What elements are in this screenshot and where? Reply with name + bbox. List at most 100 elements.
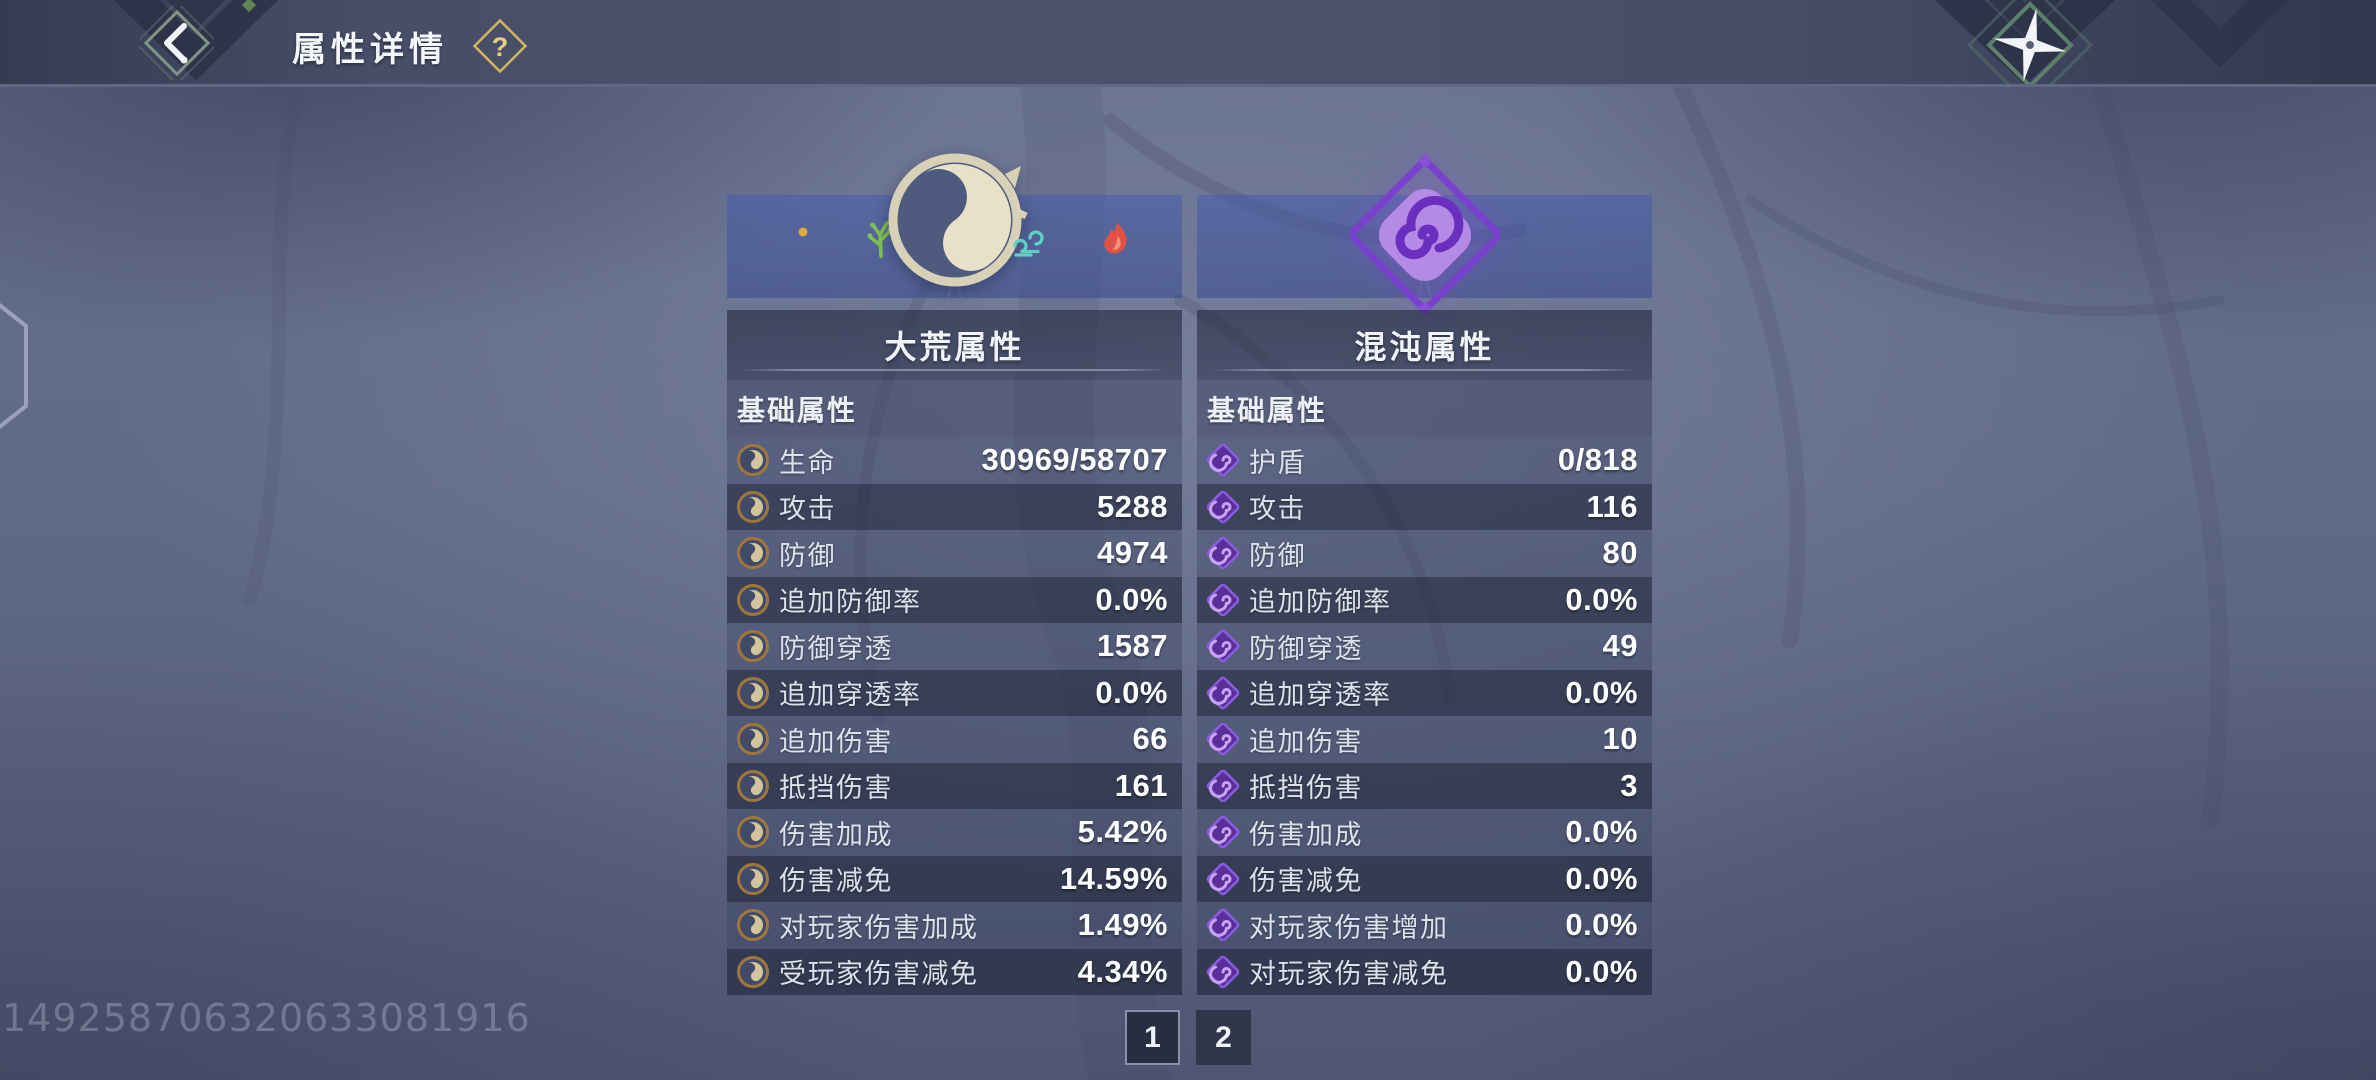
close-button[interactable] <box>1962 0 2098 87</box>
stat-row: 防御穿透 1587 <box>727 623 1182 670</box>
wild-stat-icon <box>737 630 769 663</box>
back-button[interactable] <box>140 6 214 80</box>
stat-value: 66 <box>1132 721 1168 757</box>
wild-stat-icon <box>737 723 769 756</box>
stat-row: 攻击 5288 <box>727 483 1182 530</box>
stat-value: 0.0% <box>1095 581 1168 617</box>
stat-row: 对玩家伤害减免 0.0% <box>1197 948 1652 995</box>
stat-label: 追加伤害 <box>779 726 893 757</box>
stat-label: 对玩家伤害增加 <box>1249 912 1449 943</box>
page-button-2[interactable]: 2 <box>1196 1010 1251 1065</box>
stat-value: 0.0% <box>1565 581 1638 617</box>
section-label: 基础属性 <box>1207 394 1328 426</box>
wild-stat-icon <box>737 769 769 802</box>
stat-row: 受玩家伤害减免 4.34% <box>727 948 1182 995</box>
chaos-stat-rows: 护盾 0/818 攻击 116 防御 80 追加防御率 0.0% 防御穿透 49… <box>1197 437 1652 995</box>
chaos-title-box: 混沌属性 <box>1197 310 1652 380</box>
wild-stat-icon <box>737 862 769 895</box>
wild-stat-icon <box>737 490 769 523</box>
stat-label: 防御 <box>1249 540 1306 571</box>
stat-value: 5.42% <box>1077 814 1168 850</box>
stat-label: 抵挡伤害 <box>779 773 893 804</box>
chaos-spiral-icon <box>1348 153 1501 317</box>
stat-label: 受玩家伤害减免 <box>779 959 979 990</box>
stat-label: 对玩家伤害减免 <box>1249 959 1449 990</box>
wild-stat-icon <box>737 955 769 988</box>
stat-row: 追加防御率 0.0% <box>1197 576 1652 623</box>
wild-stat-icon <box>737 444 769 477</box>
stat-value: 0.0% <box>1565 814 1638 850</box>
stat-row: 伤害加成 0.0% <box>1197 809 1652 856</box>
wild-title-box: 大荒属性 <box>727 310 1182 380</box>
stat-row: 防御 4974 <box>727 530 1182 577</box>
stat-row: 生命 30969/58707 <box>727 437 1182 484</box>
page-button-1[interactable]: 1 <box>1125 1010 1180 1065</box>
chevron-pattern-right <box>1934 0 2290 84</box>
chaos-stat-icon <box>1205 953 1241 990</box>
chaos-stat-icon <box>1205 721 1241 758</box>
stat-value: 116 <box>1586 488 1638 524</box>
stat-label: 攻击 <box>1249 494 1306 525</box>
chaos-stat-icon <box>1205 535 1241 572</box>
stat-label: 护盾 <box>1249 447 1306 478</box>
page-title: 属性详情 <box>292 31 448 69</box>
wild-stat-icon <box>737 583 769 616</box>
stat-row: 伤害减免 0.0% <box>1197 855 1652 902</box>
stat-row: 防御 80 <box>1197 530 1652 577</box>
stat-row: 追加伤害 66 <box>727 716 1182 763</box>
stat-value: 4974 <box>1097 535 1168 571</box>
stat-value: 3 <box>1620 767 1638 803</box>
pager: 1 2 <box>0 1010 2376 1065</box>
stat-label: 伤害减免 <box>779 866 893 897</box>
stat-row: 追加伤害 10 <box>1197 716 1652 763</box>
stat-value: 10 <box>1602 721 1638 757</box>
stat-row: 伤害加成 5.42% <box>727 809 1182 856</box>
wild-stat-icon <box>737 676 769 709</box>
stat-label: 防御 <box>779 540 836 571</box>
chaos-stat-icon <box>1205 674 1241 711</box>
wild-stat-icon <box>737 909 769 942</box>
wind-icon <box>1013 230 1044 257</box>
stat-row: 追加防御率 0.0% <box>727 576 1182 623</box>
stat-value: 80 <box>1602 535 1638 571</box>
stat-value: 30969/58707 <box>981 442 1168 478</box>
stat-label: 对玩家伤害加成 <box>779 912 979 943</box>
stat-label: 防御穿透 <box>1249 633 1363 664</box>
wild-attributes-panel: 大荒属性 基础属性 生命 30969/58707 攻击 5288 防御 4974… <box>727 153 1182 1000</box>
stat-label: 伤害减免 <box>1249 866 1363 897</box>
top-bar: 属性详情 ? <box>0 0 2376 87</box>
stat-label: 攻击 <box>779 494 836 525</box>
stat-row: 抵挡伤害 3 <box>1197 762 1652 809</box>
back-arrow-icon <box>164 23 188 64</box>
stat-row: 抵挡伤害 161 <box>727 762 1182 809</box>
stat-row: 防御穿透 49 <box>1197 623 1652 670</box>
help-button[interactable]: ? <box>472 18 528 74</box>
chaos-stat-icon <box>1205 581 1241 618</box>
stat-row: 攻击 116 <box>1197 483 1652 530</box>
stat-row: 伤害减免 14.59% <box>727 855 1182 902</box>
stat-value: 5288 <box>1097 488 1168 524</box>
stat-label: 追加伤害 <box>1249 726 1363 757</box>
stat-value: 161 <box>1114 767 1168 803</box>
chaos-attributes-panel: 混沌属性 基础属性 护盾 0/818 攻击 116 防御 80 追加防御率 0.… <box>1197 153 1652 1000</box>
stat-value: 1.49% <box>1077 907 1168 943</box>
section-label: 基础属性 <box>737 394 858 426</box>
stat-value: 0.0% <box>1565 674 1638 710</box>
chaos-stat-icon <box>1205 767 1241 804</box>
stat-label: 伤害加成 <box>1249 819 1363 850</box>
edge-hex-bracket <box>0 302 28 430</box>
fire-icon <box>1104 222 1127 254</box>
stat-label: 追加穿透率 <box>779 680 922 711</box>
panel-title: 混沌属性 <box>1354 329 1495 365</box>
stat-row: 对玩家伤害增加 0.0% <box>1197 902 1652 949</box>
question-mark-icon: ? <box>492 32 509 62</box>
wild-stat-icon <box>737 816 769 849</box>
stat-value: 14.59% <box>1059 860 1168 896</box>
wild-stat-rows: 生命 30969/58707 攻击 5288 防御 4974 追加防御率 0.0… <box>727 437 1182 995</box>
stat-row: 追加穿透率 0.0% <box>1197 669 1652 716</box>
chevron-pattern-left <box>113 0 279 81</box>
chaos-stat-icon <box>1205 628 1241 665</box>
stat-value: 1587 <box>1097 628 1168 664</box>
chaos-stat-icon <box>1205 814 1241 851</box>
wild-section-header: 基础属性 <box>727 380 1182 437</box>
